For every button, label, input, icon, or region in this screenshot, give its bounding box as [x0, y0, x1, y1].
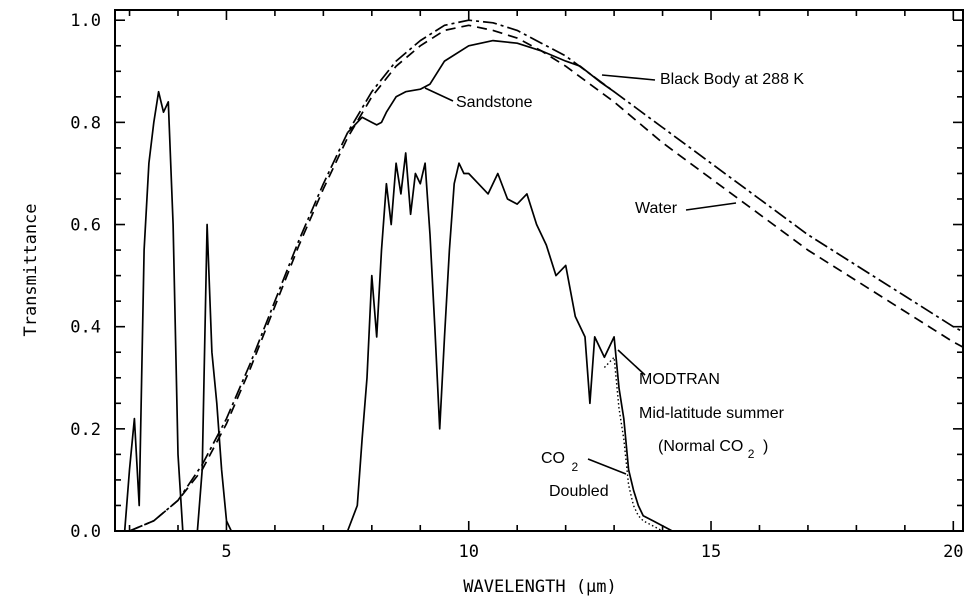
y-tick-label: 0.6 — [70, 216, 101, 236]
series-lines — [123, 19, 964, 532]
x-tick-label: 15 — [701, 542, 721, 562]
y-axis-label: Transmittance — [21, 203, 41, 336]
annotation-leaders — [424, 74, 737, 475]
series-line-1 — [129, 24, 964, 532]
y-tick-label: 0.8 — [70, 113, 101, 133]
annotation-modtran-line3: (Normal CO 2 ) — [658, 438, 768, 462]
leader-sandstone — [424, 87, 454, 102]
leader-modtran — [617, 349, 646, 376]
annotation-water: Water — [635, 200, 678, 217]
annotation-modtran-line1: MODTRAN — [639, 371, 720, 388]
annotation-sandstone: Sandstone — [456, 94, 533, 111]
leader-black-body — [601, 74, 656, 81]
series-line-4 — [603, 356, 663, 532]
annotation-modtran-line2: Mid-latitude summer — [639, 405, 785, 422]
series-line-2 — [346, 39, 615, 134]
ticks: 5 10 15 20 0.0 0.2 0.4 0.6 0.8 1.0 — [70, 10, 964, 562]
annotation-co2-doubled: Doubled — [549, 483, 609, 500]
series-line-0 — [129, 19, 964, 532]
y-tick-label: 1.0 — [70, 11, 101, 31]
x-tick-label: 5 — [221, 542, 231, 562]
series-line-3 — [123, 90, 673, 532]
annotation-co2: CO 2 — [541, 450, 578, 474]
x-tick-label: 20 — [943, 542, 963, 562]
axes — [114, 9, 964, 532]
leader-co2 — [587, 458, 627, 475]
x-tick-label: 10 — [458, 542, 478, 562]
annotation-co2-main: CO — [541, 450, 565, 467]
annotation-black-body: Black Body at 288 K — [660, 71, 804, 88]
plot-frame — [114, 9, 964, 532]
annotation-modtran-line3-main: (Normal CO — [658, 438, 743, 455]
annotation-modtran-line3-close: ) — [763, 438, 768, 455]
y-tick-label: 0.2 — [70, 420, 101, 440]
annotation-modtran-line3-sub: 2 — [748, 447, 755, 461]
annotation-co2-sub: 2 — [571, 460, 578, 474]
y-tick-label: 0.4 — [70, 318, 101, 338]
y-tick-label: 0.0 — [70, 522, 101, 542]
leader-water — [685, 202, 737, 211]
x-axis-label: WAVELENGTH (μm) — [463, 577, 617, 597]
